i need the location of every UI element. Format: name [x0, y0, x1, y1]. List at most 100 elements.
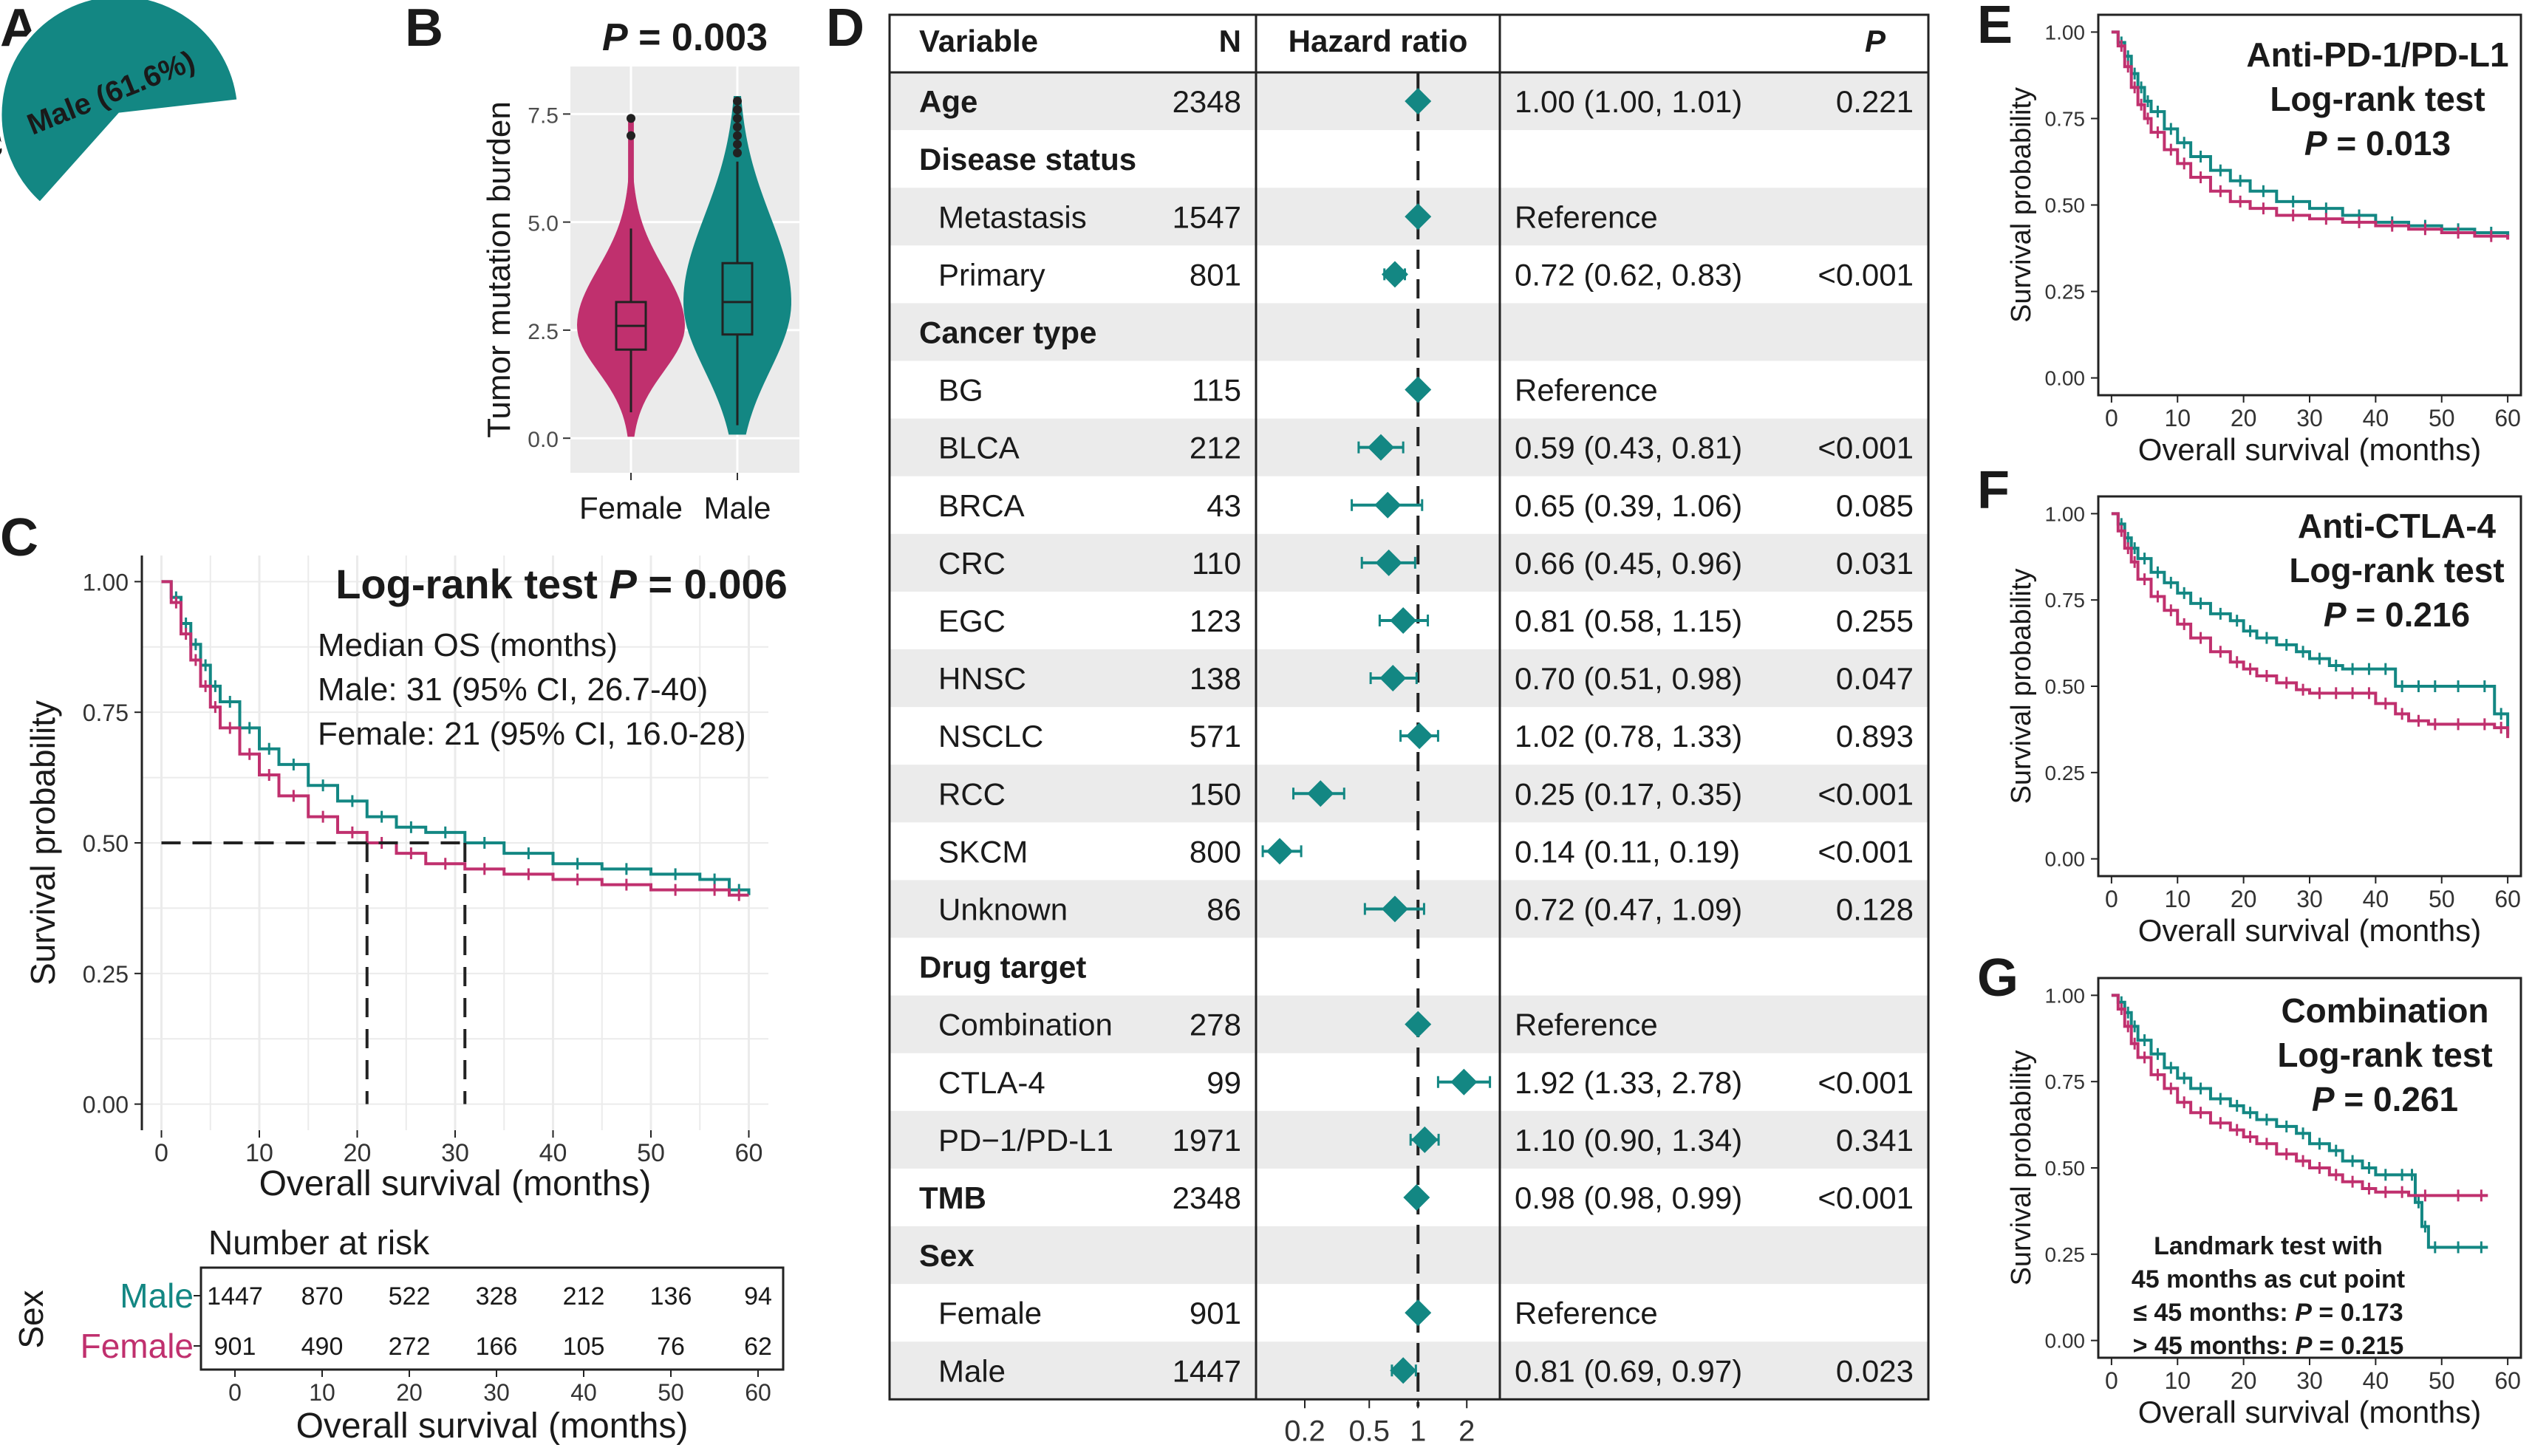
- risk-row-label: Female: [81, 1327, 194, 1365]
- km-curve-male: [161, 580, 751, 895]
- forest-row-label: Combination: [938, 1008, 1113, 1042]
- forest-row-p: 0.221: [1836, 84, 1914, 119]
- km-ytick-label-c: 0.25: [83, 961, 129, 988]
- risk-cell: 94: [744, 1282, 772, 1310]
- violin-outlier: [733, 131, 742, 140]
- km-xtick-label-e: 0: [2105, 405, 2118, 431]
- km-xlabel-c: Overall survival (months): [259, 1164, 652, 1203]
- violin-outlier: [627, 131, 635, 140]
- violin-xtick-label: Female: [579, 491, 683, 525]
- text-fragment: = 0.003: [628, 16, 768, 59]
- risk-cell: 76: [657, 1333, 685, 1361]
- km-xtick-label-g: 30: [2296, 1367, 2323, 1394]
- km-ytick-label-e: 0.25: [2045, 281, 2086, 304]
- violin-outlier: [733, 140, 742, 149]
- forest-header-hr: Hazard ratio: [1289, 24, 1468, 58]
- violin-ytick-label: 0.0: [528, 428, 559, 452]
- forest-xtick-label: 0.2: [1284, 1415, 1325, 1447]
- text-fragment: = 0.215: [2312, 1332, 2403, 1360]
- risk-xtick-label: 30: [483, 1379, 510, 1406]
- forest-row-n: 115: [1192, 373, 1241, 408]
- km-ytick-label-e: 0.75: [2045, 107, 2086, 130]
- forest-row-n: 1447: [1173, 1353, 1241, 1388]
- km-annotation-line: Male: 31 (95% CI, 26.7-40): [318, 671, 708, 708]
- risk-cell: 522: [389, 1282, 431, 1310]
- text-fragment: Log-rank test: [335, 561, 609, 607]
- risk-row-label: Male: [120, 1276, 194, 1315]
- forest-row-n: 99: [1207, 1065, 1241, 1100]
- forest-row-label: Cancer type: [919, 315, 1096, 349]
- forest-row-label: BLCA: [938, 431, 1020, 465]
- violin-box: [721, 262, 754, 336]
- km-title-g: P = 0.261: [2312, 1080, 2458, 1118]
- forest-row-ci: 0.81 (0.69, 0.97): [1515, 1353, 1742, 1388]
- violin-outlier: [733, 105, 742, 115]
- text-fragment: P: [2304, 124, 2327, 163]
- km-xlabel-e: Overall survival (months): [2138, 432, 2481, 467]
- text-fragment: P: [2312, 1080, 2335, 1118]
- km-ytick-label-f: 0.00: [2045, 848, 2086, 871]
- forest-row-n: 150: [1190, 776, 1241, 811]
- violin-outlier: [733, 96, 742, 106]
- km-annotation-g: ≤ 45 months: P = 0.173: [2133, 1299, 2403, 1327]
- km-xtick-label-c: 60: [735, 1139, 763, 1167]
- forest-row-label: Unknown: [938, 892, 1068, 926]
- violin-outlier: [733, 122, 742, 131]
- violin-outlier: [733, 114, 742, 123]
- risk-cell: 105: [563, 1333, 605, 1361]
- km-xtick-label-c: 20: [344, 1139, 372, 1167]
- km-xtick-label-f: 50: [2429, 886, 2455, 912]
- km-xtick-label-f: 0: [2105, 886, 2118, 912]
- forest-row-ci: 0.14 (0.11, 0.19): [1515, 834, 1740, 869]
- forest-row-n: 2348: [1173, 1180, 1241, 1215]
- risk-xtick-label: 10: [309, 1379, 335, 1406]
- text-fragment: P: [602, 16, 628, 59]
- forest-row-n: 1547: [1173, 199, 1241, 234]
- km-ytick-label-f: 0.25: [2045, 762, 2086, 785]
- forest-row-n: 800: [1190, 834, 1241, 869]
- km-ytick-label-g: 0.50: [2045, 1157, 2086, 1180]
- forest-row-p: 0.255: [1836, 604, 1914, 638]
- text-fragment: = 0.261: [2335, 1080, 2459, 1118]
- forest-row-ci: 1.92 (1.33, 2.78): [1515, 1065, 1742, 1100]
- forest-point: [1381, 261, 1408, 288]
- km-ytick-label-c: 1.00: [83, 569, 129, 595]
- km-ytick-label-g: 0.75: [2045, 1070, 2086, 1093]
- km-curve-female: [2111, 994, 2488, 1197]
- forest-row-ci: 0.66 (0.45, 0.96): [1515, 546, 1742, 581]
- forest-row-label: NSCLC: [938, 719, 1043, 753]
- km-ytick-label-f: 0.75: [2045, 589, 2086, 612]
- forest-row-n: 2348: [1173, 84, 1241, 119]
- risk-xtick-label: 50: [658, 1379, 684, 1406]
- km-ylabel-f: Survival probability: [2006, 569, 2037, 804]
- forest-row-label: Male: [938, 1353, 1006, 1388]
- risk-xlabel: Overall survival (months): [296, 1407, 689, 1446]
- km-ytick-label-c: 0.50: [83, 830, 129, 857]
- text-fragment: Anti-PD-1/PD-L1: [2246, 35, 2508, 74]
- forest-row-n: 212: [1190, 431, 1241, 465]
- km-title-g: Combination: [2281, 991, 2488, 1030]
- km-xlabel-f: Overall survival (months): [2138, 913, 2481, 948]
- forest-xtick-label: 0.5: [1348, 1415, 1390, 1447]
- forest-row-n: 901: [1190, 1296, 1241, 1330]
- forest-point: [1381, 895, 1408, 923]
- km-xtick-label-e: 20: [2231, 405, 2257, 431]
- text-fragment: Landmark test with: [2154, 1232, 2383, 1260]
- forest-row-label: RCC: [938, 776, 1006, 811]
- km-curve-male: [2111, 512, 2510, 735]
- forest-row-p: <0.001: [1818, 431, 1914, 465]
- forest-row-p: 0.893: [1836, 719, 1914, 753]
- forest-row-n: 278: [1190, 1008, 1241, 1042]
- forest-row-n: 801: [1190, 257, 1241, 292]
- km-title-f: Anti-CTLA-4: [2298, 507, 2497, 545]
- risk-cell: 136: [650, 1282, 692, 1310]
- risk-cell: 272: [389, 1333, 431, 1361]
- forest-header-p: P: [1865, 24, 1886, 58]
- forest-point: [1266, 838, 1294, 865]
- forest-row-ci: 0.65 (0.39, 1.06): [1515, 488, 1742, 523]
- forest-row-label: TMB: [919, 1180, 986, 1215]
- forest-row-p: 0.031: [1836, 546, 1914, 581]
- violin-title: P = 0.003: [602, 16, 768, 59]
- km-xtick-label-c: 30: [441, 1139, 469, 1167]
- violin-xtick-label: Male: [703, 491, 771, 525]
